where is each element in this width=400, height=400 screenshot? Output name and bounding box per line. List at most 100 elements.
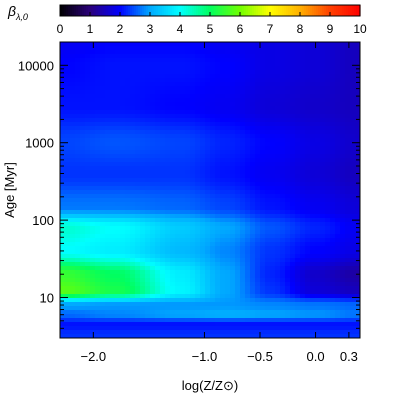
colorbar-swatch (170, 5, 173, 16)
heatmap-cell (100, 78, 106, 83)
heatmap-cell (275, 310, 281, 315)
heatmap-cell (230, 106, 236, 111)
heatmap-cell (235, 66, 241, 71)
heatmap-cell (310, 270, 316, 275)
heatmap-cell (335, 198, 341, 203)
heatmap-cell (235, 142, 241, 147)
heatmap-cell (355, 102, 360, 107)
heatmap-cell (250, 246, 256, 251)
heatmap-cell (210, 66, 216, 71)
heatmap-cell (145, 110, 151, 115)
heatmap-cell (255, 310, 261, 315)
heatmap-cell (255, 198, 261, 203)
heatmap-cell (115, 174, 121, 179)
heatmap-cell (225, 62, 231, 67)
heatmap-cell (215, 198, 221, 203)
heatmap-cell (255, 218, 261, 223)
heatmap-cell (225, 50, 231, 55)
heatmap-cell (120, 290, 126, 295)
heatmap-cell (130, 158, 136, 163)
heatmap-cell (60, 194, 66, 199)
heatmap-cell (190, 162, 196, 167)
heatmap-cell (185, 102, 191, 107)
heatmap-cell (205, 154, 211, 159)
heatmap-cell (325, 174, 331, 179)
heatmap-cell (100, 298, 106, 303)
heatmap-cell (310, 102, 316, 107)
heatmap-cell (170, 130, 176, 135)
heatmap-cell (115, 70, 121, 75)
heatmap-cell (60, 142, 66, 147)
heatmap-cell (60, 214, 66, 219)
heatmap-cell (135, 266, 141, 271)
heatmap-cell (255, 274, 261, 279)
heatmap-cell (100, 50, 106, 55)
heatmap-cell (250, 106, 256, 111)
heatmap-cell (160, 270, 166, 275)
heatmap-cell (220, 266, 226, 271)
heatmap-cell (320, 74, 326, 79)
heatmap-cell (120, 306, 126, 311)
heatmap-cell (315, 266, 321, 271)
heatmap-cell (175, 134, 181, 139)
heatmap-cell (255, 202, 261, 207)
heatmap-cell (75, 78, 81, 83)
heatmap-cell (125, 66, 131, 71)
heatmap-cell (185, 90, 191, 95)
heatmap-cell (90, 318, 96, 323)
heatmap-cell (265, 214, 271, 219)
heatmap-cell (320, 54, 326, 59)
heatmap-cell (210, 166, 216, 171)
heatmap-cell (65, 146, 71, 151)
heatmap-cell (65, 322, 71, 327)
heatmap-cell (285, 230, 291, 235)
heatmap-cell (150, 58, 156, 63)
heatmap-cell (60, 234, 66, 239)
heatmap-cell (195, 170, 201, 175)
heatmap-cell (215, 302, 221, 307)
heatmap-cell (195, 254, 201, 259)
heatmap-cell (165, 306, 171, 311)
heatmap-cell (115, 290, 121, 295)
heatmap-cell (110, 294, 116, 299)
plot-frame (59, 41, 361, 339)
heatmap-cell (280, 314, 286, 319)
colorbar-swatch (98, 5, 101, 16)
heatmap-cell (185, 50, 191, 55)
heatmap-cell (75, 222, 81, 227)
heatmap-cell (215, 90, 221, 95)
heatmap-cell (185, 298, 191, 303)
heatmap-cell (335, 122, 341, 127)
heatmap-cell (65, 134, 71, 139)
heatmap-cell (75, 86, 81, 91)
heatmap-cell (270, 42, 276, 47)
heatmap-cell (215, 134, 221, 139)
heatmap-cell (110, 94, 116, 99)
heatmap-cell (235, 246, 241, 251)
heatmap-cell (60, 110, 66, 115)
heatmap-cell (325, 226, 331, 231)
heatmap-cell (285, 298, 291, 303)
heatmap-cell (110, 234, 116, 239)
heatmap-cell (110, 58, 116, 63)
heatmap-cell (225, 158, 231, 163)
heatmap-cell (230, 202, 236, 207)
heatmap-cell (220, 118, 226, 123)
heatmap-cell (345, 274, 351, 279)
heatmap-cell (310, 86, 316, 91)
heatmap-cell (115, 158, 121, 163)
heatmap-cell (90, 334, 96, 338)
heatmap-cell (110, 242, 116, 247)
heatmap-cell (70, 206, 76, 211)
heatmap-cell (155, 130, 161, 135)
heatmap-cell (120, 158, 126, 163)
heatmap-cell (155, 294, 161, 299)
heatmap-cell (280, 142, 286, 147)
heatmap-cell (75, 138, 81, 143)
heatmap-cell (100, 222, 106, 227)
heatmap-cell (350, 246, 356, 251)
heatmap-cell (330, 250, 336, 255)
heatmap-cell (205, 282, 211, 287)
heatmap-cell (155, 126, 161, 131)
heatmap-cell (250, 122, 256, 127)
